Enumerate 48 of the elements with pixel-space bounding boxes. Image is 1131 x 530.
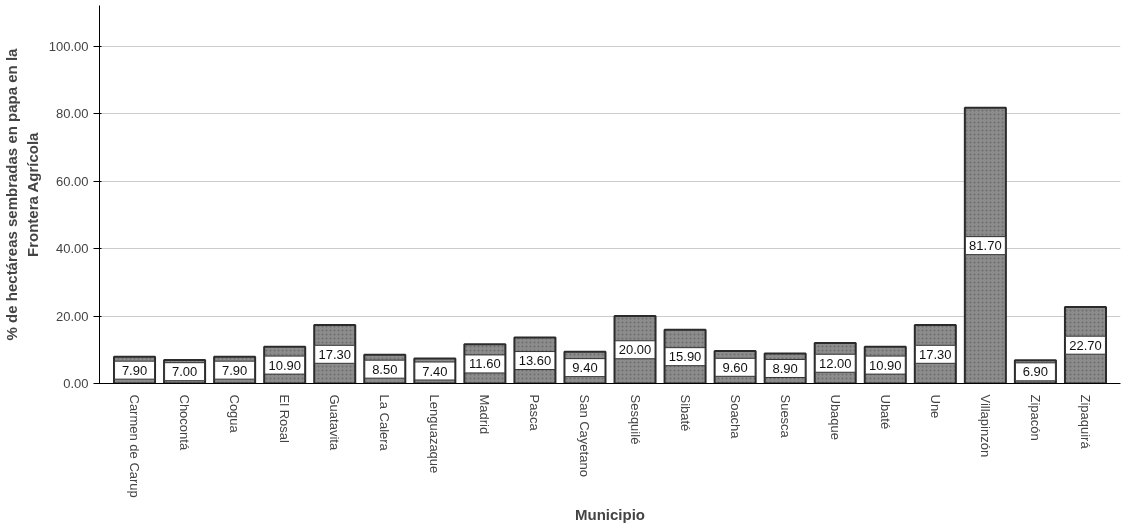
data-label: 9.60 <box>722 359 748 375</box>
x-tick-label: Ubaté <box>877 394 893 430</box>
data-label: 11.60 <box>469 356 501 372</box>
y-tick-label: 80.00 <box>55 106 89 121</box>
data-label: 10.90 <box>869 357 902 373</box>
data-label: 7.90 <box>221 362 248 378</box>
y-axis-title: % de hectáreas sembradas en papa en la Frontera Agrícola <box>3 47 41 341</box>
data-label: 81.70 <box>969 238 1002 254</box>
data-label: 17.30 <box>919 346 952 362</box>
x-tick-label: Zipacón <box>1027 394 1043 441</box>
x-axis-title: Municipio <box>575 505 645 523</box>
x-tick-label: El Rosal <box>277 394 293 444</box>
x-tick-label: Sibaté <box>677 394 693 432</box>
data-label: 8.50 <box>372 361 398 377</box>
x-tick-label: Lenguazaque <box>427 394 443 474</box>
data-label: 7.00 <box>171 364 198 380</box>
x-tick-label: Ubaque <box>827 394 843 441</box>
data-label: 8.90 <box>772 360 798 376</box>
x-tick-label: Carmen de Carup <box>127 394 143 498</box>
data-label: 12.00 <box>818 355 852 371</box>
y-tick-label: 20.00 <box>55 308 89 324</box>
data-label: 20.00 <box>618 342 652 358</box>
data-label: 6.90 <box>1022 364 1049 380</box>
x-tick-label: Suesca <box>777 394 793 439</box>
y-tick-label: 100.00 <box>48 38 89 54</box>
x-tick-label: Sesquilé <box>627 394 643 445</box>
data-label: 15.90 <box>668 349 702 365</box>
y-tick-label: 0.00 <box>63 376 89 391</box>
x-tick-label: San Cayetano <box>577 394 593 477</box>
data-label: 22.70 <box>1069 337 1102 353</box>
x-tick-label: La Calera <box>377 394 393 452</box>
x-tick-label: Villapinzón <box>977 394 993 458</box>
x-tick-label: Madrid <box>477 394 493 435</box>
y-tick-label: 60.00 <box>55 173 89 189</box>
data-label: 17.30 <box>318 346 352 362</box>
x-tick-label: Pasca <box>527 394 543 432</box>
data-label: 10.90 <box>268 357 301 373</box>
data-label: 7.40 <box>422 363 448 379</box>
x-tick-label: Chocontá <box>177 394 193 451</box>
y-tick-label: 40.00 <box>55 241 89 256</box>
x-tick-label: Guatavita <box>327 394 343 451</box>
x-tick-label: Cogua <box>227 394 243 434</box>
x-tick-label: Une <box>927 394 943 419</box>
data-label: 13.60 <box>518 353 552 369</box>
data-label: 7.90 <box>121 362 148 378</box>
data-label: 9.40 <box>572 360 598 376</box>
x-tick-label: Soacha <box>727 394 743 440</box>
x-tick-label: Zipaquirá <box>1077 394 1093 450</box>
